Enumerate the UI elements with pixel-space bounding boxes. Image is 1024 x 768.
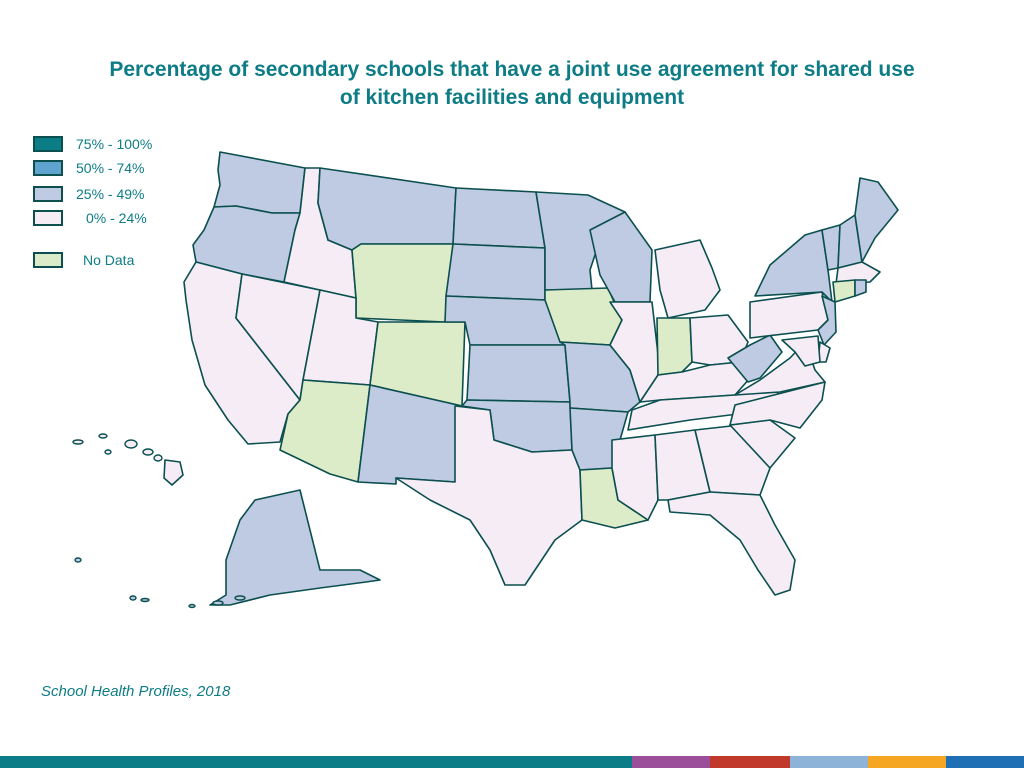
state-hi: [163, 459, 184, 486]
map-title-line-2: of kitchen facilities and equipment: [339, 86, 685, 109]
state-il: [609, 301, 661, 403]
footer-color-bar: [0, 756, 1024, 768]
state-tx: [395, 405, 583, 586]
alaska-island: [129, 595, 137, 601]
state-ri: [854, 279, 867, 297]
footer-color-segment: [710, 756, 790, 768]
map-title-line-1: Percentage of secondary schools that hav…: [109, 58, 915, 81]
state-mi: [654, 239, 721, 319]
alaska-island: [188, 603, 196, 609]
footer-color-segment: [868, 756, 946, 768]
legend-label-75-100: 75% - 100%: [76, 136, 153, 152]
legend-label-50-74: 50% - 74%: [76, 160, 145, 176]
footer-color-segment: [790, 756, 868, 768]
legend-item-0-24: 0% - 24%: [33, 210, 233, 230]
legend-swatch-no-data: [33, 252, 63, 268]
source-note: School Health Profiles, 2018: [41, 683, 231, 700]
legend-label-no-data: No Data: [83, 252, 135, 268]
state-md: [781, 335, 821, 367]
state-fl: [667, 491, 796, 596]
legend-swatch-0-24: [33, 210, 63, 226]
map-title: Percentage of secondary schools that hav…: [0, 56, 1024, 112]
legend-item-75-100: 75% - 100%: [33, 136, 233, 156]
legend-item-no-data: No Data: [33, 252, 233, 272]
hawaii-island: [72, 439, 84, 445]
state-in: [656, 317, 693, 376]
state-wv: [727, 334, 783, 383]
footer-color-segment: [632, 756, 710, 768]
legend-swatch-25-49: [33, 186, 63, 202]
legend-label-25-49: 25% - 49%: [76, 186, 145, 202]
footer-color-segment: [0, 756, 632, 768]
state-mn: [535, 191, 626, 291]
alaska-island: [74, 557, 82, 563]
state-ks: [466, 344, 571, 403]
state-ct: [832, 279, 856, 303]
state-wy: [351, 243, 454, 323]
hawaii-island: [104, 449, 112, 455]
legend-swatch-75-100: [33, 136, 63, 152]
alaska-island: [212, 600, 224, 606]
alaska-island: [140, 597, 150, 603]
state-ny: [754, 229, 833, 303]
hawaii-island: [124, 439, 138, 449]
legend-label-0-24: 0% - 24%: [86, 210, 147, 226]
state-pa: [749, 291, 829, 339]
legend-item-50-74: 50% - 74%: [33, 160, 233, 180]
alaska-island: [234, 595, 246, 601]
state-ak: [209, 489, 381, 606]
state-nd: [452, 187, 546, 249]
state-me: [854, 177, 899, 263]
state-sd: [445, 243, 546, 301]
state-wa: [213, 151, 306, 214]
hawaii-island: [98, 433, 108, 439]
hawaii-island: [153, 454, 163, 462]
footer-color-segment: [946, 756, 1024, 768]
hawaii-island: [142, 448, 154, 456]
legend-swatch-50-74: [33, 160, 63, 176]
state-mt: [317, 167, 457, 251]
legend-item-25-49: 25% - 49%: [33, 186, 233, 206]
